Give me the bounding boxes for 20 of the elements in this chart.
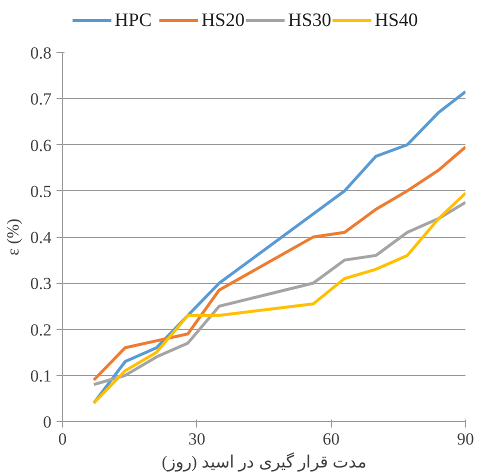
legend-label: HPC (114, 10, 152, 31)
x-axis-title: مدت قرار گیری در اسید (روز) (162, 452, 366, 472)
x-tick-label: 60 (322, 430, 340, 448)
y-tick-label: 0.7 (30, 90, 52, 109)
x-tick-label: 30 (188, 430, 206, 448)
y-tick-label: 0.8 (30, 44, 52, 62)
legend-label: HS30 (288, 10, 332, 31)
legend-label: HS40 (374, 10, 418, 31)
y-tick-label: 0.6 (30, 136, 52, 155)
y-tick-label: 0.5 (30, 182, 52, 201)
y-tick-label: 0.2 (30, 320, 52, 340)
y-tick-label: 0.4 (30, 228, 52, 247)
line-series (92, 146, 466, 382)
y-tick-label: 0.3 (30, 274, 52, 294)
x-tick-label: 0 (58, 430, 67, 448)
x-tick-label: 90 (457, 430, 474, 448)
y-tick-label: 0 (43, 412, 52, 432)
y-tick-label: 0.1 (30, 366, 52, 386)
y-axis-title: ε (%) (3, 218, 22, 256)
legend-label: HS20 (201, 10, 245, 31)
